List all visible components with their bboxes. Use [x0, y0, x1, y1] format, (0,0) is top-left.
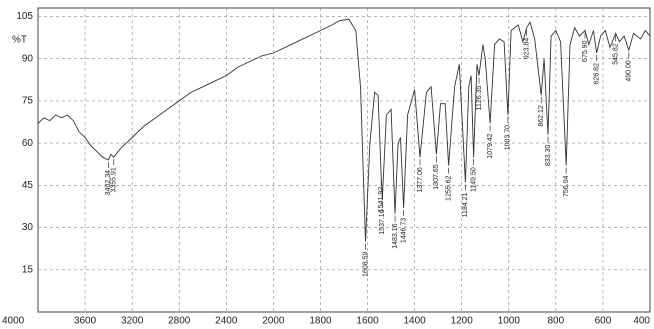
- peak-label: 1483.16: [392, 223, 399, 248]
- peak-label: 1377.06: [417, 167, 424, 192]
- y-tick-label: 90: [22, 53, 34, 64]
- x-tick-label: 3600: [74, 316, 97, 327]
- x-tick-label: 2800: [168, 316, 191, 327]
- peak-label: 1003.70: [505, 125, 512, 150]
- peak-label: 862.12: [538, 105, 545, 127]
- peak-label: 1079.42: [487, 133, 494, 158]
- y-axis-label: %T: [12, 35, 27, 46]
- peak-label: 626.82: [593, 63, 600, 85]
- peak-label: 490.00: [626, 60, 633, 82]
- y-tick-label: 60: [22, 138, 34, 149]
- peak-label: 1184.21: [462, 192, 469, 217]
- y-tick-label: 45: [22, 180, 34, 191]
- x-tick-label: 2400: [215, 316, 238, 327]
- x-tick-label: 800: [548, 316, 565, 327]
- peak-label: 833.30: [545, 145, 552, 167]
- y-tick-label: 15: [22, 264, 34, 275]
- peak-label: 3355.91: [111, 167, 118, 192]
- x-tick-label: 4000: [2, 316, 25, 327]
- x-tick-label: 600: [595, 316, 612, 327]
- peak-label: 1149.50: [470, 167, 477, 192]
- peak-label: 3402.34: [105, 170, 112, 195]
- peak-label: 923.84: [524, 38, 531, 60]
- peak-label: 545.82: [613, 43, 620, 65]
- x-tick-label: 1200: [451, 316, 474, 327]
- peak-label: 1126.35: [476, 85, 483, 110]
- y-tick-label: 105: [16, 11, 33, 22]
- x-tick-label: 1000: [498, 316, 521, 327]
- x-tick-label: 400: [633, 316, 650, 327]
- peak-label: 675.90: [582, 40, 589, 62]
- plot-frame: [37, 7, 651, 313]
- x-tick-label: 1400: [403, 316, 426, 327]
- y-tick-label: 75: [22, 96, 34, 107]
- peak-label: 1446.73: [400, 218, 407, 243]
- x-tick-label: 1800: [309, 316, 332, 327]
- peak-label: 1307.65: [433, 164, 440, 189]
- x-tick-label: 1600: [356, 316, 379, 327]
- peak-label: 1255.62: [445, 176, 452, 201]
- y-tick-label: 30: [22, 222, 34, 233]
- spectrum-line: [37, 18, 651, 242]
- peak-label: 1541.92: [378, 187, 385, 212]
- peak-label: 1608.59: [362, 252, 369, 277]
- x-tick-label: 2000: [262, 316, 285, 327]
- x-tick-label: 3200: [121, 316, 144, 327]
- peak-label: 1537.16: [379, 209, 386, 234]
- peak-label: 756.04: [563, 176, 570, 198]
